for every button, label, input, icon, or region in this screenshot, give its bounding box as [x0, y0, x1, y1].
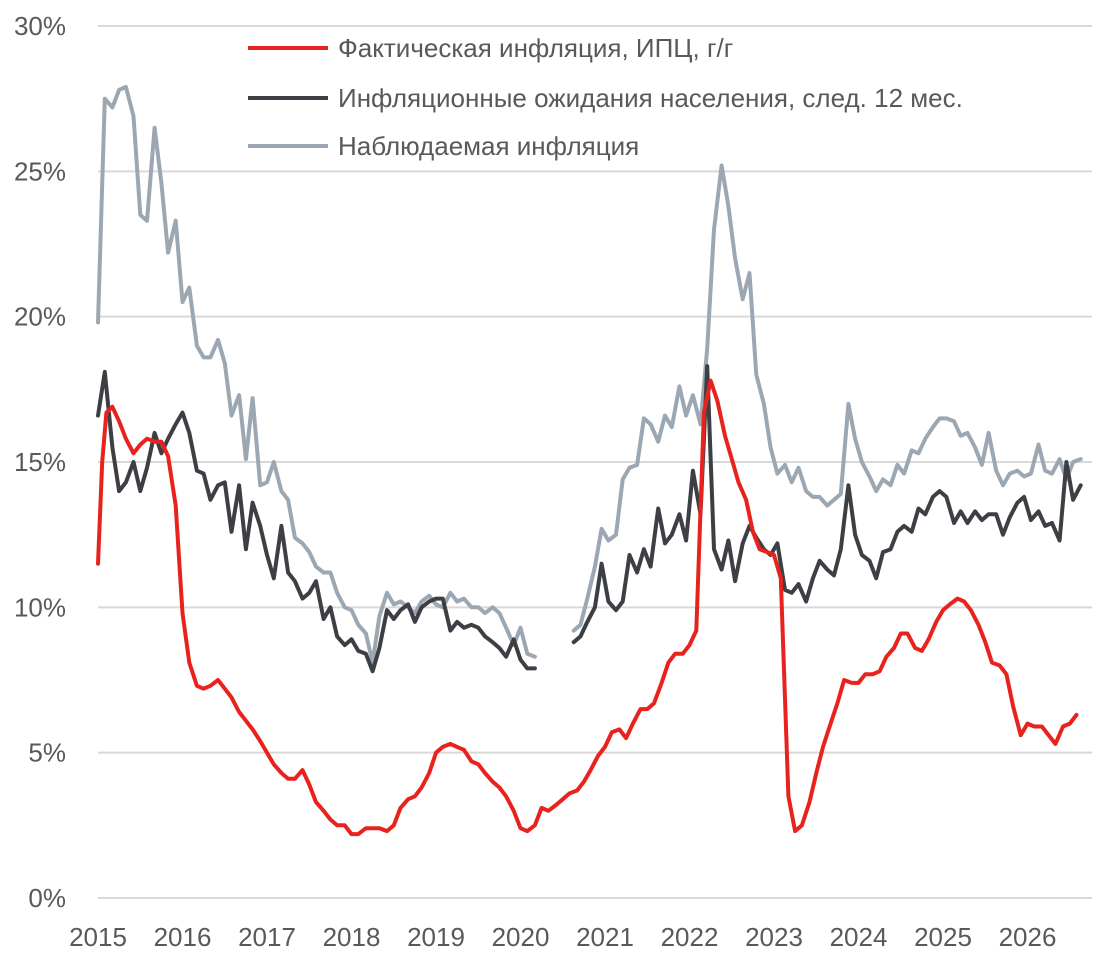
series-line-2 — [96, 364, 1083, 674]
y-tick-label: 10% — [14, 592, 66, 622]
legend: Фактическая инфляция, ИПЦ, г/г Инфляционн… — [248, 33, 963, 161]
y-tick-label: 25% — [14, 156, 66, 186]
x-tick-label: 2015 — [69, 922, 127, 952]
series-line-1 — [96, 378, 1079, 837]
y-axis-tick-labels: 0% 5% 10% 15% 20% 25% 30% — [14, 11, 66, 913]
x-tick-label: 2026 — [999, 922, 1057, 952]
series-lines — [96, 85, 1083, 837]
y-tick-label: 30% — [14, 11, 66, 41]
x-tick-label: 2023 — [745, 922, 803, 952]
legend-label: Фактическая инфляция, ИПЦ, г/г — [338, 33, 733, 63]
x-axis-tick-labels: 2015 2016 2017 2018 2019 2020 2021 2022 2023 2024… — [69, 922, 1056, 952]
x-tick-label: 2024 — [830, 922, 888, 952]
y-tick-label: 20% — [14, 302, 66, 332]
x-tick-label: 2019 — [407, 922, 465, 952]
x-tick-label: 2025 — [914, 922, 972, 952]
y-tick-label: 0% — [28, 883, 66, 913]
legend-label: Инфляционные ожидания населения, след. 1… — [338, 83, 963, 113]
series-line-3 — [96, 85, 1083, 665]
x-tick-label: 2021 — [576, 922, 634, 952]
x-tick-label: 2017 — [238, 922, 296, 952]
x-tick-label: 2020 — [492, 922, 550, 952]
x-tick-label: 2018 — [323, 922, 381, 952]
y-tick-label: 15% — [14, 447, 66, 477]
x-tick-label: 2022 — [661, 922, 719, 952]
y-tick-label: 5% — [28, 738, 66, 768]
legend-label: Наблюдаемая инфляция — [338, 131, 639, 161]
x-tick-label: 2016 — [154, 922, 212, 952]
